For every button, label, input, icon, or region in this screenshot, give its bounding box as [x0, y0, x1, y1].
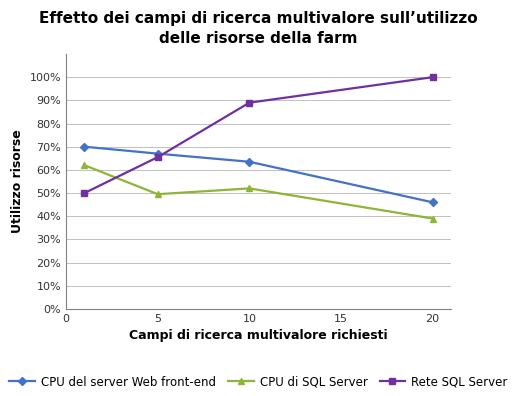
Legend: CPU del server Web front-end, CPU di SQL Server, Rete SQL Server: CPU del server Web front-end, CPU di SQL…: [5, 371, 512, 393]
Title: Effetto dei campi di ricerca multivalore sull’utilizzo
delle risorse della farm: Effetto dei campi di ricerca multivalore…: [39, 11, 478, 46]
Y-axis label: Utilizzo risorse: Utilizzo risorse: [11, 129, 24, 233]
X-axis label: Campi di ricerca multivalore richiesti: Campi di ricerca multivalore richiesti: [129, 329, 388, 342]
